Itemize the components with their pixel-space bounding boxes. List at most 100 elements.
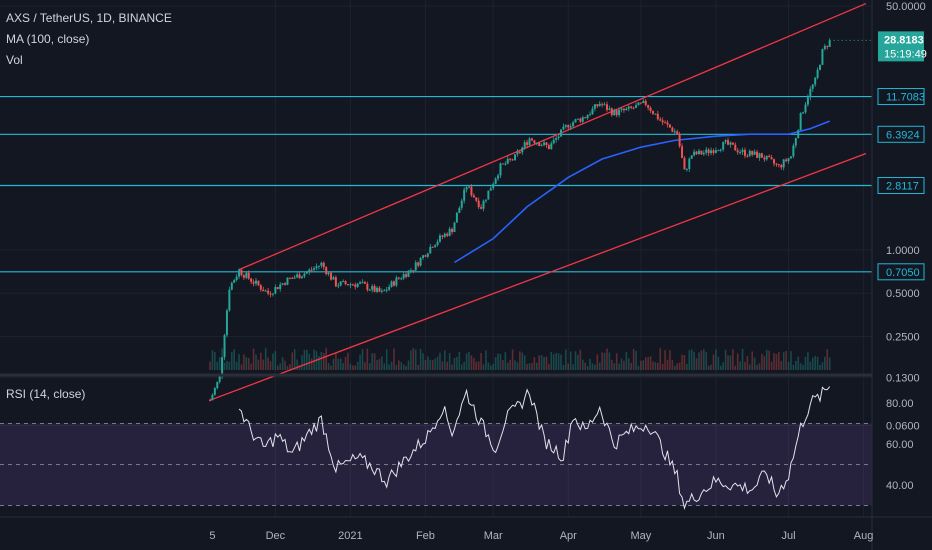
volume-bar (535, 362, 538, 370)
volume-bar (763, 355, 766, 370)
volume-bar (686, 363, 688, 370)
candle (298, 274, 301, 279)
candle (809, 88, 812, 98)
candle (789, 156, 792, 159)
candle (644, 100, 647, 105)
volume-bar (218, 357, 221, 370)
candle (390, 281, 393, 287)
time-axis[interactable]: 5 Dec 2021 Feb Mar Apr May Jun Jul Aug (209, 530, 873, 542)
candle (555, 138, 558, 140)
volume-bar (826, 349, 829, 370)
volume-bar (647, 357, 649, 370)
candle (748, 150, 751, 156)
volume-bar (792, 364, 795, 370)
volume-bar (407, 360, 410, 370)
time-tick-label: Mar (484, 530, 503, 542)
symbol-title[interactable]: AXS / TetherUS, 1D, BINANCE (6, 11, 172, 25)
candle (424, 255, 427, 257)
candle (497, 175, 500, 179)
volume-bar (581, 359, 584, 370)
candle (702, 152, 705, 155)
candle (535, 142, 538, 144)
price-axis[interactable]: 11.7083 6.3924 2.8117 0.7050 50.0000 1.0000 0.… (877, 1, 927, 432)
candle (717, 150, 720, 152)
volume-legend[interactable]: Vol (6, 53, 23, 67)
volume-bar (637, 365, 640, 370)
volume-bar (657, 362, 659, 370)
candle (511, 159, 514, 161)
candle (225, 310, 228, 336)
volume-bar (482, 364, 485, 370)
candle (494, 178, 497, 184)
volume-bar (678, 362, 681, 370)
candle (216, 381, 219, 389)
volume-bar (243, 354, 245, 370)
candle (501, 163, 504, 165)
volume-bar (565, 349, 567, 370)
candle (550, 143, 553, 150)
candle (262, 289, 265, 292)
candle (349, 284, 352, 286)
ma-legend[interactable]: MA (100, close) (6, 32, 90, 46)
candle (743, 149, 746, 156)
volume-bar (606, 348, 608, 370)
candle (509, 158, 512, 160)
volume-bar (816, 356, 819, 370)
candle (533, 140, 536, 144)
time-tick-label: Jun (707, 530, 725, 542)
candle (438, 235, 441, 242)
rsi-axis[interactable]: 80.00 60.00 40.00 (886, 398, 914, 492)
volume-bar (654, 362, 657, 370)
rsi-legend[interactable]: RSI (14, close) (6, 387, 86, 401)
time-tick-label: Feb (416, 530, 435, 542)
candle (346, 284, 349, 286)
time-tick-label: 2021 (338, 530, 362, 542)
volume-bar (458, 351, 461, 370)
volume-bar (528, 363, 531, 370)
candle (700, 150, 703, 155)
candle (213, 388, 216, 395)
candle (581, 117, 584, 122)
volume-bar (274, 351, 277, 370)
volume-bar (230, 352, 233, 370)
candle (731, 142, 734, 145)
volume-bar (427, 356, 429, 370)
volume-bar (775, 354, 778, 370)
volume-bar (393, 348, 395, 370)
candle (458, 207, 461, 213)
candle (334, 277, 337, 287)
volume-bar (451, 364, 453, 370)
volume-bar (497, 353, 499, 370)
candle (727, 140, 730, 145)
candle (651, 110, 654, 114)
time-tick-label: Apr (560, 530, 577, 542)
candle (586, 115, 589, 119)
volume-bar (364, 362, 366, 370)
volume-bar (753, 357, 756, 370)
candle (465, 187, 468, 190)
volume-bar (632, 349, 635, 370)
volume-bar (327, 362, 330, 370)
candle (785, 159, 788, 162)
volume-bar (381, 356, 383, 370)
volume-bar (240, 364, 243, 370)
candle (383, 290, 386, 292)
rsi-line (238, 386, 831, 511)
volume-bar (214, 351, 216, 370)
candle (228, 289, 231, 311)
volume-bar (492, 363, 495, 370)
volume-bars (209, 348, 831, 370)
candle (300, 276, 303, 279)
volume-bar (422, 353, 424, 370)
moving-average (454, 120, 830, 264)
candle (470, 186, 473, 196)
candle (376, 287, 379, 292)
time-tick-label: Dec (266, 530, 286, 542)
volume-bar (226, 360, 228, 370)
volume-bar (765, 349, 768, 370)
volume-bar (485, 350, 487, 370)
volume-bar (412, 348, 415, 370)
volume-bar (698, 352, 700, 370)
volume-bar (211, 350, 214, 370)
